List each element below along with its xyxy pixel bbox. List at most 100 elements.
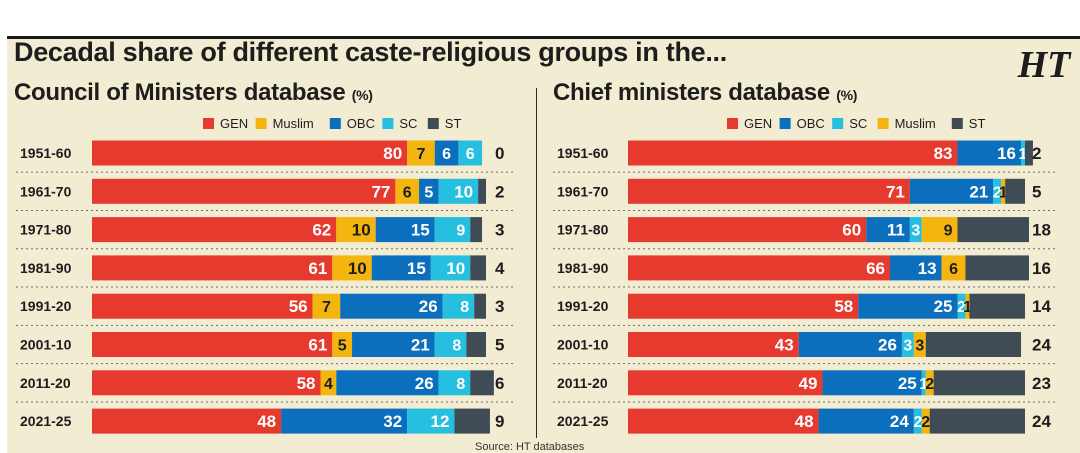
- bar-segment-gen: [628, 217, 867, 243]
- data-label-sc: 2: [993, 184, 1002, 201]
- bar-segment-st: [929, 408, 1025, 434]
- data-label-st-value: 16: [1032, 259, 1051, 278]
- left-panel-subtitle: Council of Ministers database: [14, 79, 346, 106]
- bar-segment-st: [466, 332, 486, 357]
- data-label-obc: 32: [383, 412, 402, 431]
- left-panel-title: Council of Ministers database (%): [14, 79, 373, 107]
- data-label-obc: 25: [898, 374, 917, 393]
- bar-segment-gen: [628, 293, 859, 319]
- bar-segment-st: [470, 370, 494, 396]
- right-panel-unit: (%): [836, 87, 858, 103]
- bar-segment-obc: [798, 332, 902, 357]
- data-label-obc: 16: [997, 144, 1016, 163]
- legend-label-gen: GEN: [220, 116, 248, 131]
- bar-segment-obc: [909, 178, 994, 204]
- data-label-sc: 1: [919, 376, 928, 393]
- bar-segment-gen: [92, 408, 282, 434]
- ht-logo: HT: [1017, 44, 1073, 85]
- top-rule: [7, 36, 1080, 39]
- bar-segment-obc: [281, 408, 408, 434]
- bar-segment-sc: [909, 217, 922, 243]
- category-label: 1981-90: [20, 260, 72, 276]
- bar-segment-obc: [866, 217, 910, 243]
- data-label-st-value: 18: [1032, 221, 1051, 240]
- data-label-muslim: 3: [915, 338, 924, 355]
- bar-segment-gen: [628, 332, 799, 357]
- data-label-gen: 58: [297, 374, 316, 393]
- data-label-st-value: 6: [495, 374, 504, 393]
- bar-segment-obc: [352, 332, 435, 357]
- bar-segment-sc: [901, 332, 914, 357]
- data-label-st-value: 5: [1032, 182, 1041, 201]
- category-label: 2021-25: [20, 413, 72, 429]
- legend-swatch-st: [951, 118, 963, 129]
- data-label-obc: 21: [969, 182, 988, 201]
- data-label-gen: 71: [886, 182, 905, 201]
- bar-segment-muslim: [332, 332, 353, 357]
- data-label-gen: 43: [775, 336, 794, 355]
- data-label-muslim: 7: [417, 146, 426, 163]
- bar-segment-sc: [407, 408, 455, 434]
- bar-segment-obc: [858, 293, 958, 319]
- bar-segment-gen: [92, 178, 396, 204]
- category-label: 1951-60: [20, 145, 72, 161]
- bar-segment-gen: [92, 370, 321, 396]
- data-label-st-value: 3: [495, 221, 504, 240]
- category-label: 1951-60: [557, 145, 609, 161]
- legend-label-st: ST: [969, 116, 986, 131]
- bar-segment-gen: [628, 255, 891, 281]
- data-label-obc: 26: [415, 374, 434, 393]
- bar-segment-gen: [628, 140, 958, 166]
- data-label-sc: 3: [911, 223, 920, 240]
- data-label-sc: 3: [903, 338, 912, 355]
- data-label-obc: 5: [424, 184, 433, 201]
- bar-segment-st: [969, 293, 1025, 319]
- bar-segment-obc: [890, 255, 942, 281]
- category-label: 1981-90: [557, 260, 609, 276]
- data-label-muslim: 1: [999, 184, 1008, 201]
- bar-segment-gen: [92, 332, 333, 357]
- source-note: Source: HT databases: [475, 441, 585, 453]
- data-label-sc: 10: [454, 182, 473, 201]
- bar-segment-sc: [993, 178, 1002, 204]
- bar-segment-sc: [430, 255, 471, 281]
- bar-segment-muslim: [921, 408, 930, 434]
- data-label-sc: 10: [446, 259, 465, 278]
- bar-segment-st: [474, 293, 486, 319]
- data-label-obc: 26: [878, 336, 897, 355]
- data-label-muslim: 6: [403, 184, 412, 201]
- bar-segment-obc: [336, 370, 439, 396]
- category-label: 1961-70: [557, 183, 609, 199]
- bar-segment-gen: [92, 217, 337, 243]
- data-label-obc: 13: [918, 259, 937, 278]
- bar-segment-st: [454, 408, 490, 434]
- category-label: 2011-20: [557, 375, 608, 391]
- data-label-gen: 62: [312, 221, 331, 240]
- category-label: 2001-10: [557, 337, 609, 353]
- bar-segment-muslim: [941, 255, 966, 281]
- bar-segment-sc: [957, 293, 966, 319]
- bar-segment-st: [1005, 178, 1025, 204]
- legend-label-obc: OBC: [347, 116, 375, 131]
- bar-segment-muslim: [312, 293, 341, 319]
- data-label-muslim: 4: [324, 376, 333, 393]
- data-label-sc: 12: [431, 412, 450, 431]
- category-label: 1971-80: [557, 222, 609, 238]
- legend-label-muslim: Muslim: [273, 116, 314, 131]
- bar-segment-obc: [957, 140, 1022, 166]
- data-label-st-value: 0: [495, 144, 504, 163]
- legend-label-sc: SC: [399, 116, 417, 131]
- legend-swatch-muslim: [255, 118, 267, 129]
- category-label: 1971-80: [20, 222, 72, 238]
- data-label-muslim: 2: [925, 376, 934, 393]
- category-label: 2011-20: [20, 375, 71, 391]
- bar-segment-st: [933, 370, 1025, 396]
- bar-segment-obc: [419, 178, 439, 204]
- bar-segment-st: [925, 332, 1022, 357]
- data-label-obc: 6: [442, 146, 451, 163]
- data-label-gen: 77: [371, 182, 390, 201]
- bar-segment-gen: [628, 178, 910, 204]
- bar-segment-st: [957, 217, 1029, 243]
- bar-segment-obc: [371, 255, 431, 281]
- data-label-gen: 80: [383, 144, 402, 163]
